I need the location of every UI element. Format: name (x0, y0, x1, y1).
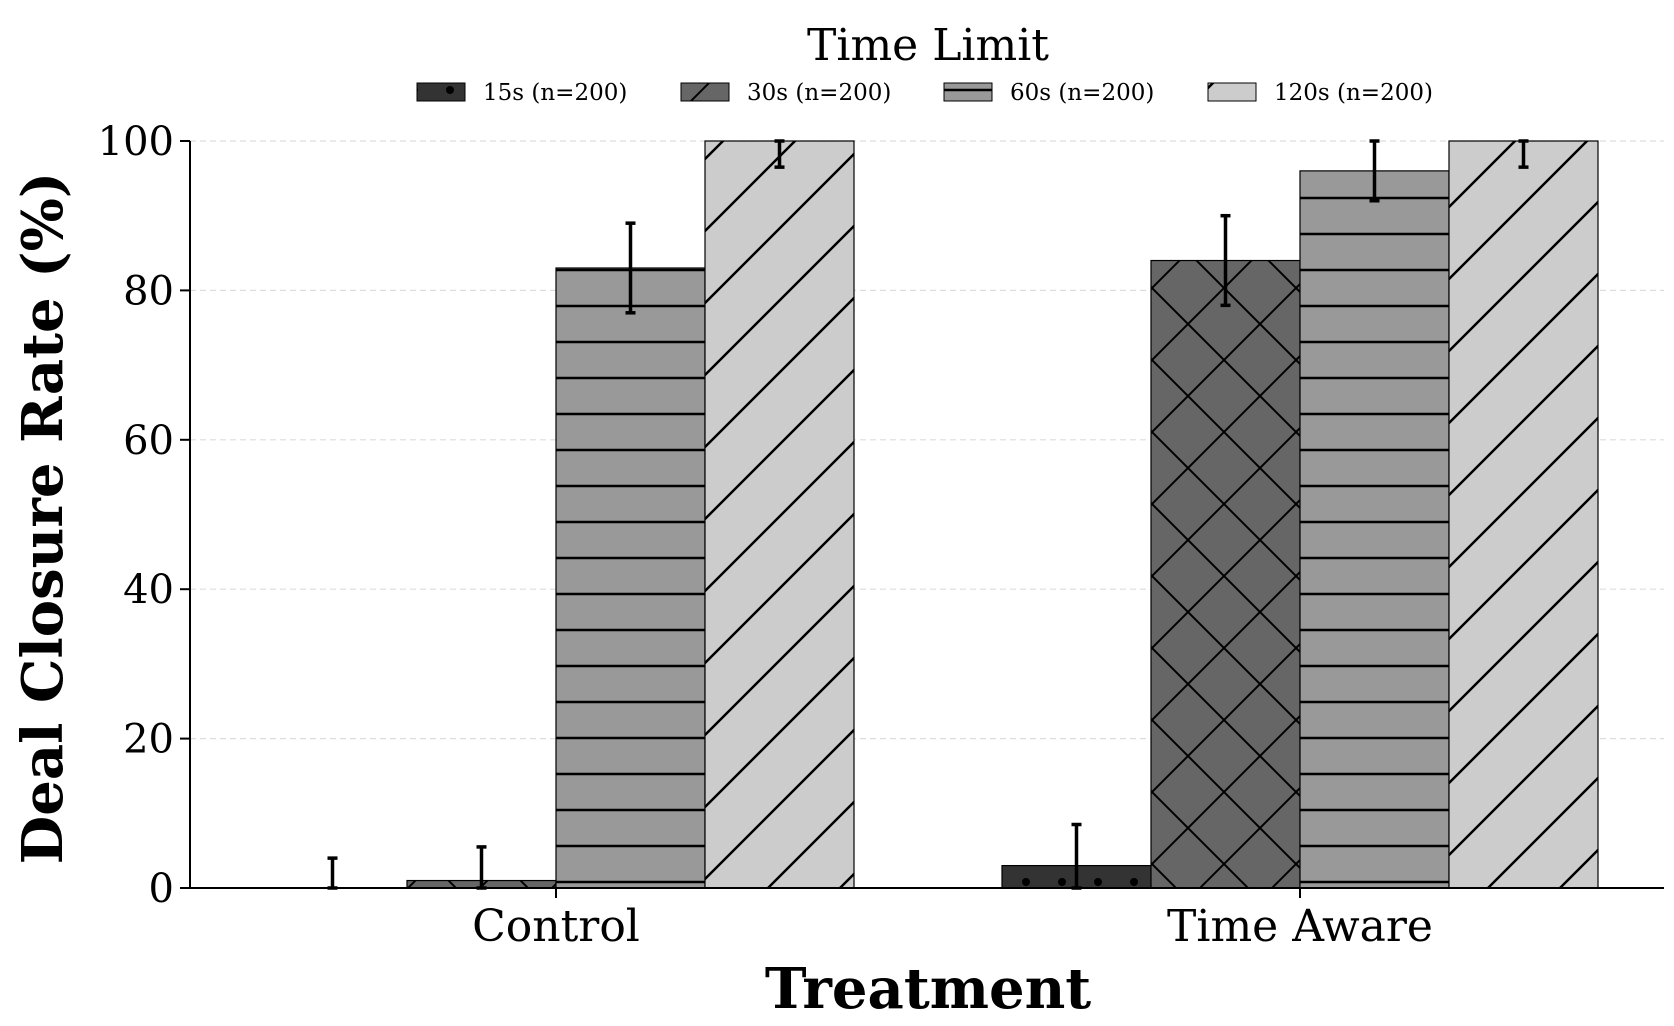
y-ticks-group: 0 20 40 60 80 100 (98, 119, 190, 912)
error-bar-time-aware-60s-n-200 (1369, 139, 1380, 203)
legend-item-15s-n-200: 15s (n=200) (416, 80, 627, 106)
legend-items: 15s (n=200) 30s (n=200) 60s (n=200) 120s (n… (416, 80, 1433, 106)
y-tick-label-80: 80 (123, 268, 174, 314)
x-tick-label-time-aware: Time Aware (1167, 901, 1433, 952)
x-ticks-group: Control Time Aware (472, 888, 1433, 952)
bar-control-60s-n-200 (555, 267, 706, 889)
error-bar-time-aware-120s-n-200 (1518, 139, 1529, 169)
axes-group (189, 141, 1664, 889)
y-tick-label-100: 100 (98, 119, 174, 165)
y-tick-label-20: 20 (123, 717, 174, 763)
x-axis-title: Treatment (765, 956, 1091, 1022)
error-bar-control-120s-n-200 (774, 139, 785, 169)
error-bar-control-15s-n-200 (327, 856, 338, 890)
legend-label-15s-n-200: 15s (n=200) (483, 80, 627, 106)
bar-time-aware-60s-n-200 (1299, 170, 1450, 889)
x-tick-label-control: Control (472, 901, 640, 952)
legend-item-30s-n-200: 30s (n=200) (680, 80, 891, 106)
y-axis-title: Deal Closure Rate (%) (10, 172, 76, 865)
legend-item-60s-n-200: 60s (n=200) (943, 80, 1154, 106)
legend-swatch-15s-n-200 (416, 82, 466, 102)
legend-swatch-30s-n-200 (680, 82, 730, 102)
error-bar-control-60s-n-200 (625, 221, 636, 315)
y-tick-label-40: 40 (123, 567, 174, 613)
bar-time-aware-30s-n-200 (1150, 259, 1301, 889)
legend: Time Limit 15s (n=200) 30s (n=200) 60s (n=… (416, 20, 1433, 106)
y-tick-label-0: 0 (149, 866, 174, 912)
legend-label-120s-n-200: 120s (n=200) (1274, 80, 1433, 106)
legend-label-60s-n-200: 60s (n=200) (1010, 80, 1154, 106)
legend-item-120s-n-200: 120s (n=200) (1207, 80, 1433, 106)
legend-swatch-60s-n-200 (943, 82, 993, 102)
legend-label-30s-n-200: 30s (n=200) (747, 80, 891, 106)
bar-time-aware-120s-n-200 (1448, 140, 1599, 889)
bars-group (406, 140, 1599, 889)
bar-control-120s-n-200 (704, 140, 855, 889)
y-tick-label-60: 60 (123, 418, 174, 464)
legend-title: Time Limit (807, 20, 1049, 71)
legend-swatch-120s-n-200 (1207, 82, 1257, 102)
error-bar-time-aware-30s-n-200 (1220, 213, 1231, 308)
